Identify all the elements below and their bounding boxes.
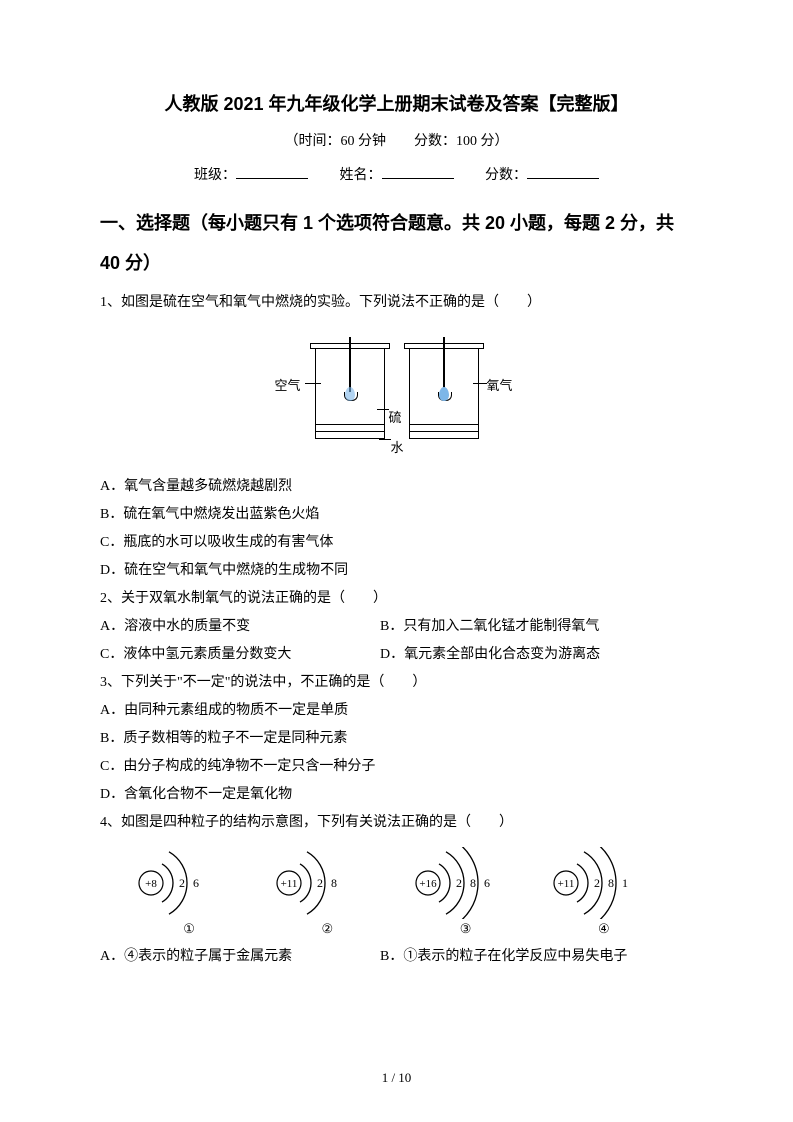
- svg-text:2: 2: [456, 876, 462, 890]
- name-blank[interactable]: [382, 165, 454, 179]
- q1-figure: 空气 氧气 硫 水: [277, 325, 517, 465]
- svg-text:2: 2: [179, 876, 185, 890]
- q2-opt-c: C．液体中氢元素质量分数变大: [100, 641, 380, 669]
- q4-opt-b: B．①表示的粒子在化学反应中易失电子: [380, 943, 627, 971]
- label-oxygen: 氧气: [487, 375, 513, 394]
- page-title: 人教版 2021 年九年级化学上册期末试卷及答案【完整版】: [100, 90, 693, 116]
- section-1-heading: 一、选择题（每小题只有 1 个选项符合题意。共 20 小题，每题 2 分，共 4…: [100, 204, 693, 283]
- atom-index: ①: [129, 921, 249, 937]
- score-blank[interactable]: [527, 165, 599, 179]
- atom-index: ③: [406, 921, 526, 937]
- label-water: 水: [391, 437, 404, 456]
- atom-diagram: +16 286 ③: [406, 847, 526, 937]
- q2-opt-a: A．溶液中水的质量不变: [100, 613, 380, 641]
- atom-index: ②: [267, 921, 387, 937]
- q3-opt-a: A．由同种元素组成的物质不一定是单质: [100, 697, 693, 725]
- q1-opt-c: C．瓶底的水可以吸收生成的有害气体: [100, 529, 693, 557]
- svg-text:6: 6: [193, 876, 199, 890]
- atom-diagram: +11 281 ④: [544, 847, 664, 937]
- atom-index: ④: [544, 921, 664, 937]
- atom-diagram: +8 26 ①: [129, 847, 249, 937]
- atom-diagram: +11 28 ②: [267, 847, 387, 937]
- q3-opt-c: C．由分子构成的纯净物不一定只含一种分子: [100, 753, 693, 781]
- q4-figure: +826①+1128②+16286③+11281④: [100, 847, 693, 937]
- svg-text:+8: +8: [145, 878, 157, 890]
- svg-text:8: 8: [470, 876, 476, 890]
- q1-opt-d: D．硫在空气和氧气中燃烧的生成物不同: [100, 557, 693, 585]
- svg-text:+11: +11: [281, 878, 298, 890]
- q1-opt-a: A．氧气含量越多硫燃烧越剧烈: [100, 473, 693, 501]
- label-sulfur: 硫: [389, 407, 402, 426]
- svg-text:+11: +11: [557, 878, 574, 890]
- svg-text:8: 8: [608, 876, 614, 890]
- svg-text:2: 2: [317, 876, 323, 890]
- q2-opt-d: D．氧元素全部由化合态变为游离态: [380, 641, 600, 669]
- q3-stem: 3、下列关于"不一定"的说法中，不正确的是（ ）: [100, 669, 693, 697]
- q1-opt-b: B．硫在氧气中燃烧发出蓝紫色火焰: [100, 501, 693, 529]
- svg-text:6: 6: [484, 876, 490, 890]
- page-number: 1 / 10: [0, 1070, 793, 1086]
- q4-opt-a: A．④表示的粒子属于金属元素: [100, 943, 380, 971]
- q2-opt-b: B．只有加入二氧化锰才能制得氧气: [380, 613, 599, 641]
- q3-opt-d: D．含氧化合物不一定是氧化物: [100, 781, 693, 809]
- svg-text:8: 8: [331, 876, 337, 890]
- q4-stem: 4、如图是四种粒子的结构示意图，下列有关说法正确的是（ ）: [100, 809, 693, 837]
- student-fill-row: 班级： 姓名： 分数：: [100, 164, 693, 184]
- q3-opt-b: B．质子数相等的粒子不一定是同种元素: [100, 725, 693, 753]
- score-label: 分数：: [485, 168, 527, 183]
- jar-air: [315, 349, 385, 439]
- svg-text:+16: +16: [419, 878, 437, 890]
- jar-oxygen: [409, 349, 479, 439]
- label-air: 空气: [275, 375, 301, 394]
- svg-text:2: 2: [594, 876, 600, 890]
- q2-stem: 2、关于双氧水制氧气的说法正确的是（ ）: [100, 585, 693, 613]
- name-label: 姓名：: [340, 168, 382, 183]
- class-blank[interactable]: [236, 165, 308, 179]
- exam-meta: （时间：60 分钟 分数：100 分）: [100, 130, 693, 150]
- q1-stem: 1、如图是硫在空气和氧气中燃烧的实验。下列说法不正确的是（ ）: [100, 289, 693, 317]
- class-label: 班级：: [194, 168, 236, 183]
- svg-text:1: 1: [622, 876, 628, 890]
